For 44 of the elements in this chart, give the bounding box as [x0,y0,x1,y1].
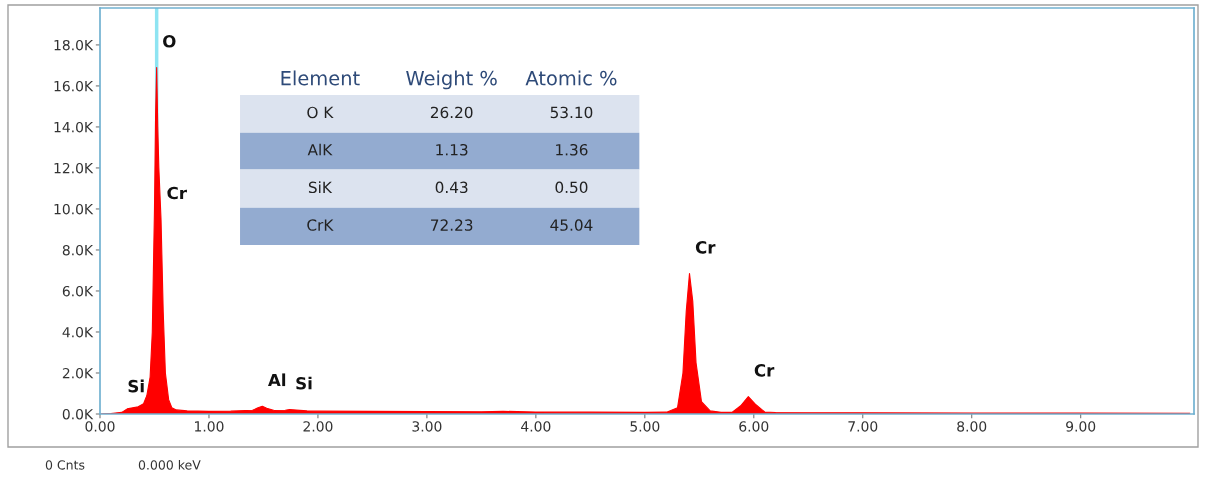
y-tick-label: 16.0K [54,80,94,92]
x-tick-label: 6.00 [739,421,769,432]
annotation: 26.20 [430,106,473,119]
y-tick-label: 2.0K [62,367,94,379]
annotation: Weight % [406,70,497,90]
y-tick-label: 0.0K [62,408,94,420]
annotation: 0.43 [435,181,468,194]
annotation: Cr [167,186,187,200]
annotation: AlK [307,143,333,156]
annotation: Cr [695,241,716,254]
annotation: 0.50 [555,181,588,194]
x-tick-label: 5.00 [630,421,660,432]
x-tick-label: 4.00 [521,421,551,432]
x-tick-label: 1.00 [195,421,224,432]
x-tick-label: 3.00 [412,421,442,432]
x-tick-label: 0.00 [85,421,115,432]
annotation: Element [281,70,360,86]
y-tick-label: 8.0K [62,244,94,256]
annotation: 1.36 [556,143,588,156]
annotation: Si [296,376,312,390]
annotation: O K [307,106,334,119]
annotation: 53.10 [550,106,593,119]
annotation: Si [128,379,144,393]
y-tick-label: 10.0K [54,203,94,215]
annotation: Cr [754,364,775,377]
annotation: 45.04 [550,219,593,231]
annotation: CrK [307,219,334,231]
y-tick-label: 12.0K [54,162,94,174]
annotation: O [163,34,176,48]
y-tick-label: 4.0K [62,326,94,338]
y-tick-label: 6.0K [62,285,94,297]
text: 0.000 keV [138,459,201,470]
annotation: 72.23 [431,219,473,231]
annotation: Al [267,373,286,387]
annotation: SiK [308,181,333,194]
x-tick-label: 8.00 [957,421,987,432]
x-tick-label: 2.00 [303,421,333,432]
y-tick-label: 14.0K [54,121,94,133]
x-tick-label: 7.00 [848,421,878,432]
y-tick-label: 18.0K [54,39,94,51]
text: 0 Cnts [45,460,85,470]
x-tick-label: 9.00 [1066,421,1096,432]
annotation: Atomic % [525,70,617,86]
annotation: 1.13 [436,143,468,156]
